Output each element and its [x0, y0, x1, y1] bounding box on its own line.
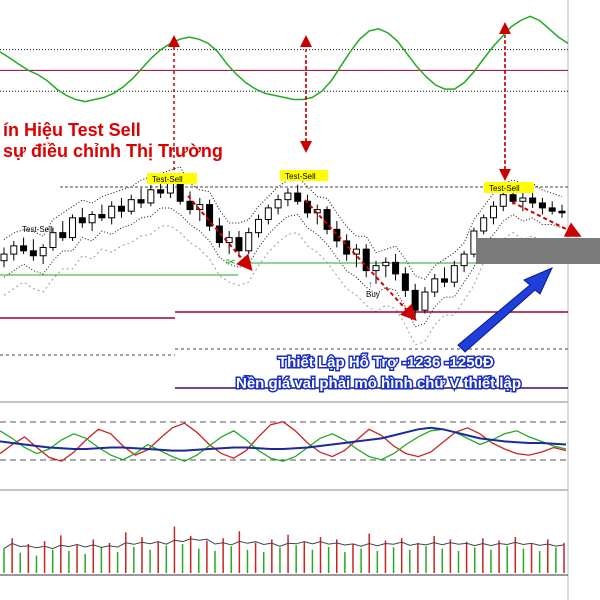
test-sell-tag-2-bg: [280, 170, 328, 181]
candle-body: [39, 247, 47, 257]
candle-body: [548, 207, 556, 212]
candle-body: [127, 199, 135, 212]
blue-arrow: [457, 267, 553, 353]
candle-body: [108, 205, 116, 219]
support-text-1: Thiết Lập Hỗ Trợ -1236 -1250Đ: [278, 354, 494, 371]
candle-body: [509, 194, 517, 202]
candle-body: [460, 253, 468, 267]
candle-body: [499, 194, 507, 207]
candle-body: [401, 273, 409, 291]
candle-body: [372, 265, 380, 272]
headline-1: ín Hiệu Test Sell: [3, 120, 141, 140]
candle-body: [450, 265, 458, 283]
panel-frames: [0, 0, 569, 600]
candle-body: [157, 189, 165, 194]
trade-marker-icon: ✂: [226, 255, 236, 269]
candle-body: [137, 199, 145, 204]
candle-body: [235, 237, 243, 252]
candle-body: [489, 205, 497, 219]
candle-body: [519, 197, 527, 202]
candle-body: [69, 217, 77, 239]
candle-body: [264, 207, 272, 220]
stochastic-panel: [0, 420, 568, 462]
stochastic-green-line: [0, 428, 567, 462]
candle-body: [206, 204, 214, 227]
volume-panel: [0, 526, 568, 576]
candle-body: [186, 200, 194, 211]
candle-body: [49, 232, 57, 248]
candle-body: [29, 250, 37, 257]
candle-body: [59, 232, 67, 239]
candle-body: [362, 248, 370, 272]
candle-body: [147, 189, 155, 204]
candle-body: [20, 245, 28, 252]
oscillator-panel: [0, 15, 569, 103]
price-panel: [0, 166, 600, 389]
candle-body: [333, 228, 341, 242]
candle-body: [382, 261, 390, 267]
candle-body: [558, 210, 566, 214]
candle-body: [411, 289, 419, 311]
stochastic-blue-line: [0, 426, 567, 452]
oscillator-line: [0, 15, 569, 103]
candle-body: [176, 182, 184, 202]
candle-body: [88, 214, 96, 224]
candle-body: [323, 209, 331, 230]
buy-label: Buy: [366, 290, 380, 299]
candle-body: [480, 217, 488, 232]
candle-body: [98, 214, 106, 219]
candle-body: [421, 291, 429, 311]
candles: [0, 174, 566, 317]
candle-body: [431, 278, 439, 293]
test-sell-tag-left: Test-Sell: [22, 225, 53, 234]
candle-body: [392, 261, 400, 275]
test-sell-tag-2: Test-Sell: [285, 172, 316, 181]
support-text-2: Nền giá vai phải mô hình chữ V thiết lập: [236, 375, 521, 392]
candle-body: [255, 218, 263, 234]
candle-body: [78, 217, 86, 224]
candle-body: [529, 197, 537, 204]
candle-body: [215, 225, 223, 244]
annotations: Test-Sell Test-Sell Test-Sell Test-Sell …: [3, 22, 582, 394]
candle-body: [441, 278, 449, 283]
support-zone-box: [476, 238, 600, 264]
candle-body: [294, 192, 302, 202]
headline-2: sự điều chỉnh Thị Trường: [3, 141, 223, 161]
candle-body: [117, 205, 125, 212]
candle-body: [10, 245, 18, 255]
test-sell-tag-1: Test-Sell: [152, 175, 183, 184]
trend-arrow-2: [304, 199, 417, 321]
candle-body: [538, 202, 546, 209]
test-sell-tag-3: Test-Sell: [489, 184, 520, 193]
test-sell-tag-1-bg: [147, 173, 197, 184]
candle-body: [284, 192, 292, 201]
stochastic-red-line: [0, 420, 567, 462]
candle-body: [274, 199, 282, 209]
buy-arrow-icon: ↑: [368, 279, 373, 289]
trend-arrow-3: [511, 201, 582, 237]
lower-band: [3, 207, 563, 328]
candle-body: [245, 232, 253, 252]
candle-body: [166, 182, 174, 194]
volume-average-line: [3, 538, 565, 550]
candle-body: [470, 230, 478, 255]
trend-arrow-1: [187, 195, 253, 272]
test-sell-tag-3-bg: [484, 182, 534, 193]
candle-body: [0, 253, 8, 262]
